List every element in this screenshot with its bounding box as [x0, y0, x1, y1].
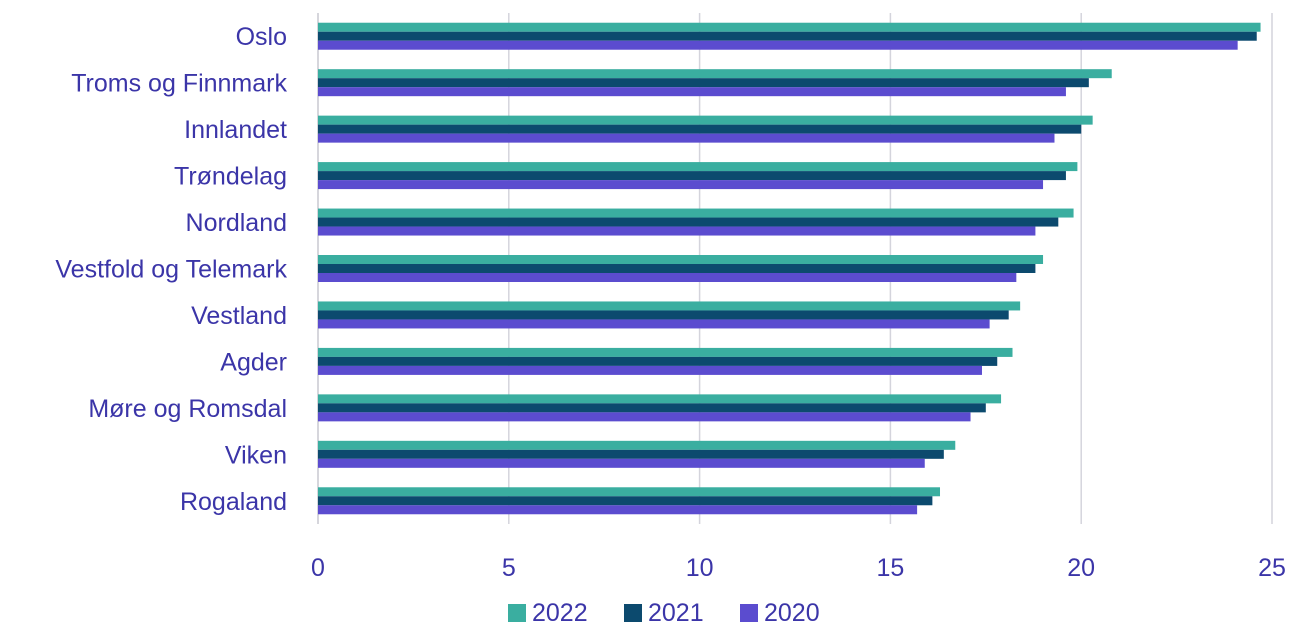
- legend-label: 2021: [648, 599, 704, 627]
- legend-swatch: [740, 604, 758, 622]
- bar-2021: [318, 403, 986, 413]
- bar-2022: [318, 301, 1021, 311]
- bar-2021: [318, 31, 1257, 41]
- bar-2021: [318, 496, 933, 506]
- bar-2020: [318, 365, 982, 375]
- bar-2020: [318, 87, 1066, 97]
- x-tick-label: 15: [876, 554, 904, 582]
- legend-swatch: [508, 604, 526, 622]
- bar-2022: [318, 394, 1002, 404]
- bar-2022: [318, 440, 956, 450]
- bar-2020: [318, 412, 971, 422]
- bar-2021: [318, 124, 1082, 134]
- x-tick-label: 5: [502, 554, 516, 582]
- category-label: Troms og Finnmark: [71, 70, 287, 98]
- bar-2020: [318, 226, 1036, 236]
- bar-2020: [318, 319, 990, 329]
- bar-2021: [318, 356, 998, 366]
- category-label: Vestfold og Telemark: [55, 256, 287, 284]
- bar-2021: [318, 449, 944, 459]
- category-label: Møre og Romsdal: [88, 395, 287, 423]
- bar-2022: [318, 487, 941, 497]
- x-tick-label: 25: [1258, 554, 1286, 582]
- bar-2021: [318, 171, 1066, 181]
- bar-2021: [318, 217, 1059, 227]
- bar-2021: [318, 310, 1009, 320]
- category-label: Viken: [225, 441, 287, 469]
- bar-2020: [318, 40, 1238, 50]
- bar-2022: [318, 162, 1078, 172]
- category-labels: Oslo Troms og Finnmark Innlandet Trøndelag N…: [55, 23, 287, 516]
- category-label: Oslo: [236, 23, 287, 51]
- x-tick-labels: 0 5 10 15 20 25: [311, 554, 1286, 582]
- bars: [318, 22, 1261, 515]
- category-label: Trøndelag: [174, 163, 287, 191]
- category-label: Innlandet: [184, 116, 287, 144]
- legend-label: 2022: [532, 599, 588, 627]
- bar-2020: [318, 273, 1017, 282]
- x-tick-label: 10: [686, 554, 714, 582]
- bar-2022: [318, 347, 1013, 357]
- legend: 2022 2021 2020: [508, 599, 820, 627]
- bar-2021: [318, 264, 1036, 273]
- bar-2022: [318, 69, 1112, 79]
- x-tick-label: 0: [311, 554, 325, 582]
- legend-label: 2020: [764, 599, 820, 627]
- bar-2020: [318, 458, 925, 468]
- x-tick-label: 20: [1067, 554, 1095, 582]
- bar-2022: [318, 22, 1261, 32]
- category-label: Vestland: [191, 302, 287, 330]
- category-label: Nordland: [186, 209, 287, 237]
- bar-2022: [318, 255, 1044, 264]
- bar-2022: [318, 208, 1074, 218]
- bar-2020: [318, 133, 1055, 143]
- bar-2020: [318, 505, 918, 515]
- category-label: Rogaland: [180, 488, 287, 516]
- bar-2021: [318, 78, 1089, 88]
- bar-2022: [318, 115, 1093, 125]
- category-label: Agder: [220, 348, 287, 376]
- bar-2020: [318, 180, 1044, 190]
- legend-swatch: [624, 604, 642, 622]
